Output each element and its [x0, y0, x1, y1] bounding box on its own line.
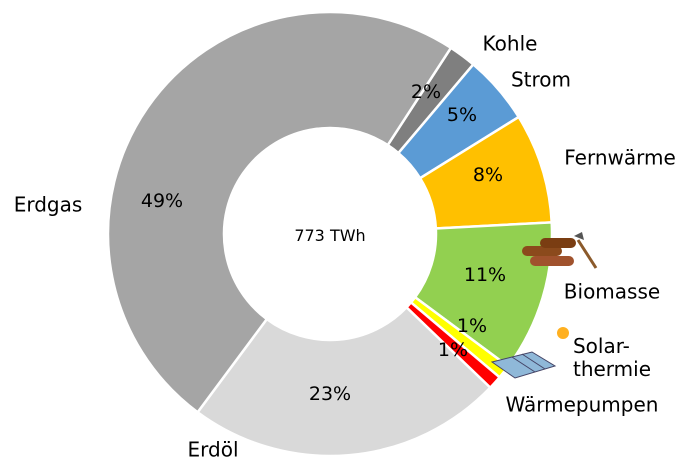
- category-label: Strom: [510, 67, 572, 92]
- solar-icon: [490, 327, 569, 379]
- category-label: Erdgas: [13, 192, 83, 217]
- category-label: Solar- thermie: [572, 334, 652, 381]
- category-label: Wärmepumpen: [505, 392, 659, 417]
- donut-slice: [195, 305, 492, 458]
- center-label: 773 TWh: [294, 225, 366, 245]
- category-label: Fernwärme: [564, 145, 676, 170]
- data-label: 8%: [472, 164, 504, 187]
- donut-slice: [106, 10, 453, 414]
- data-label: 49%: [140, 190, 184, 213]
- category-label: Biomasse: [563, 279, 661, 304]
- data-label: 11%: [463, 264, 507, 287]
- data-label: 1%: [437, 339, 469, 362]
- data-label: 23%: [308, 383, 352, 406]
- data-label: 1%: [456, 315, 488, 338]
- category-label: Erdöl: [187, 437, 239, 462]
- category-label: Kohle: [482, 31, 538, 56]
- biomass-icon: [522, 232, 598, 269]
- data-label: 5%: [446, 104, 478, 127]
- data-label: 2%: [410, 81, 442, 104]
